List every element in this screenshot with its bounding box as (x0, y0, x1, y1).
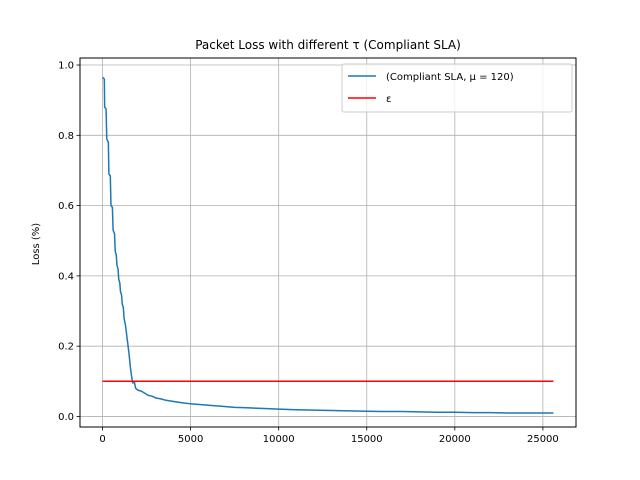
grid (80, 58, 576, 427)
y-tick-label: 0.8 (58, 131, 74, 142)
legend: (Compliant SLA, μ = 120) ε (341, 63, 573, 113)
y-tick-label: 0.0 (58, 412, 74, 423)
y-axis-label: Loss (%) (31, 223, 42, 266)
x-tick-label: 5000 (178, 434, 203, 445)
x-tick-label: 25000 (527, 434, 559, 445)
ticks: 0 5000 10000 15000 20000 25000 0.0 0.2 0.4 0.6 0.8… (58, 61, 559, 445)
chart-title: Packet Loss with different τ (Compliant … (195, 38, 461, 52)
y-tick-label: 0.2 (58, 342, 74, 353)
y-tick-label: 0.4 (58, 271, 74, 282)
series-line-1 (102, 76, 554, 414)
x-tick-label: 0 (99, 434, 105, 445)
legend-label: ε (386, 94, 391, 105)
x-tick-label: 10000 (263, 434, 295, 445)
plot-frame (79, 57, 577, 428)
y-tick-label: 0.6 (58, 201, 74, 212)
x-tick-label: 20000 (439, 434, 471, 445)
legend-box (341, 63, 573, 113)
legend-label: (Compliant SLA, μ = 120) (386, 72, 514, 83)
y-tick-label: 1.0 (58, 61, 74, 72)
x-tick-label: 15000 (351, 434, 383, 445)
series-layer (102, 76, 554, 414)
